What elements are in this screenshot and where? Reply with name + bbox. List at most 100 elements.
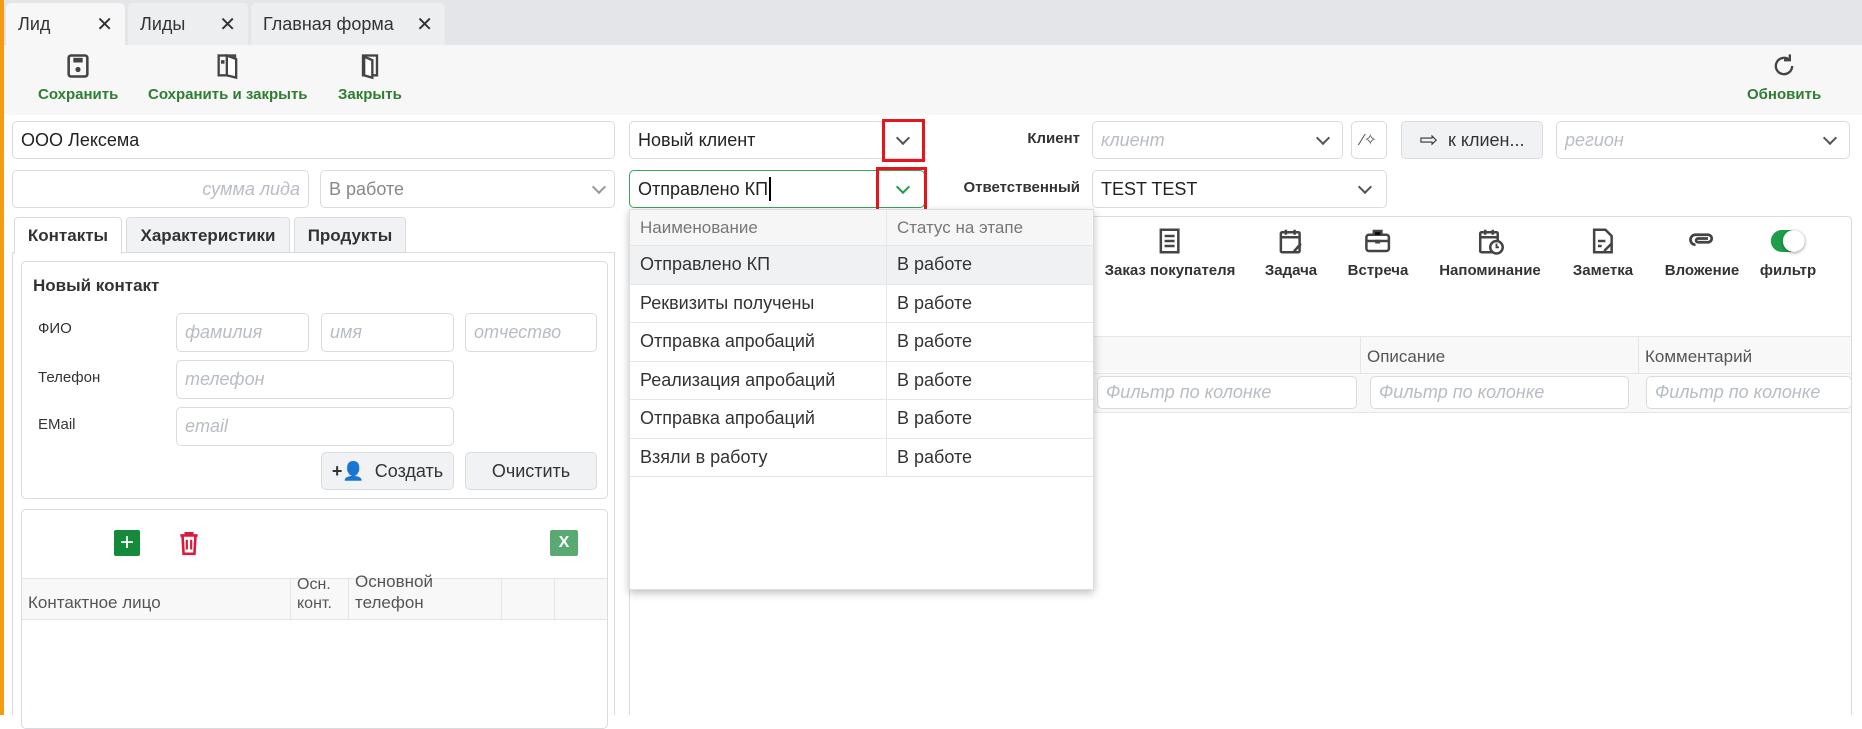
patronymic-input[interactable]: отчество xyxy=(465,313,597,352)
clear-button[interactable]: Очистить xyxy=(465,452,597,490)
meeting-icon xyxy=(1365,229,1391,253)
option-name: Реализация апробаций xyxy=(630,361,887,399)
action-attachment[interactable]: Вложение xyxy=(1664,226,1740,279)
status-select[interactable]: В работе xyxy=(320,170,615,208)
lead-name-value: ООО Лексема xyxy=(21,129,140,150)
column-main-phone[interactable]: Основной телефон xyxy=(349,572,502,619)
column-contact-person[interactable]: Контактное лицо xyxy=(22,579,291,619)
contacts-grid-header: Контактное лицо Осн. конт. Основной теле… xyxy=(22,572,607,620)
surname-input[interactable]: фамилия xyxy=(176,313,309,352)
save-close-icon xyxy=(217,53,238,80)
close-icon[interactable]: ✕ xyxy=(219,13,236,36)
save-icon xyxy=(67,54,89,78)
tab-contacts[interactable]: Контакты xyxy=(14,217,122,254)
dropdown-option[interactable]: Отправлено КП В работе xyxy=(630,246,1093,285)
patronymic-placeholder: отчество xyxy=(474,322,562,342)
phone-input[interactable]: телефон xyxy=(176,360,454,399)
filter-input-description[interactable]: Фильтр по колонке xyxy=(1370,376,1629,409)
client-type-value: Новый клиент xyxy=(638,129,756,150)
toggle-icon[interactable] xyxy=(1770,230,1805,252)
tab-main-form[interactable]: Главная форма ✕ xyxy=(251,3,445,45)
client-label: Клиент xyxy=(1027,130,1080,147)
refresh-label: Обновить xyxy=(1747,86,1822,103)
header-name: Наименование xyxy=(630,210,887,245)
tab-leads[interactable]: Лиды ✕ xyxy=(128,3,248,45)
filter-input-comment[interactable]: Фильтр по колонке xyxy=(1646,376,1852,409)
highlight-box xyxy=(882,119,925,162)
dropdown-option[interactable]: Реализация апробаций В работе xyxy=(630,361,1093,400)
tab-label: Главная форма xyxy=(263,13,394,34)
close-button[interactable]: Закрыть xyxy=(338,52,402,103)
responsible-select[interactable]: TEST TEST xyxy=(1092,170,1387,208)
column-empty[interactable] xyxy=(555,579,607,619)
dropdown-header: Наименование Статус на этапе xyxy=(630,210,1093,246)
responsible-value: TEST TEST xyxy=(1101,178,1198,199)
column-comment[interactable]: Комментарий xyxy=(1645,346,1753,366)
tab-characteristics[interactable]: Характеристики xyxy=(126,217,290,253)
action-toggle[interactable]: фильтр xyxy=(1760,226,1816,279)
magic-wand-icon: ⁄✧ xyxy=(1360,132,1378,149)
lead-sum-input[interactable]: сумма лида xyxy=(12,170,309,208)
action-note[interactable]: Заметка xyxy=(1573,226,1633,279)
lead-sum-placeholder: сумма лида xyxy=(202,178,300,199)
chevron-down-icon[interactable] xyxy=(591,179,607,195)
reminder-icon xyxy=(1478,229,1504,255)
column-description[interactable]: Описание xyxy=(1361,337,1639,373)
close-label: Закрыть xyxy=(338,86,402,103)
first-name-placeholder: имя xyxy=(330,322,362,342)
refresh-button[interactable]: Обновить xyxy=(1747,52,1821,103)
dropdown-option[interactable]: Отправка апробаций В работе xyxy=(630,323,1093,362)
window-edge xyxy=(0,0,4,715)
option-name: Отправлено КП xyxy=(630,246,887,284)
first-name-input[interactable]: имя xyxy=(321,313,454,352)
task-icon xyxy=(1279,229,1302,254)
action-order[interactable]: Заказ покупателя xyxy=(1105,226,1235,279)
chevron-down-icon[interactable] xyxy=(1357,179,1373,195)
email-label: EMail xyxy=(38,416,76,433)
lead-name-input[interactable]: ООО Лексема xyxy=(12,121,615,159)
action-label: Вложение xyxy=(1664,262,1740,279)
magic-wand-button[interactable]: ⁄✧ xyxy=(1351,121,1387,159)
highlight-box xyxy=(876,167,927,213)
column-header[interactable] xyxy=(630,337,1361,373)
option-name: Отправка апробаций xyxy=(630,400,887,438)
create-contact-button[interactable]: +👤 Создать xyxy=(321,452,454,490)
trash-icon[interactable] xyxy=(176,530,202,556)
option-name: Взяли в работу xyxy=(630,438,887,476)
order-icon xyxy=(1160,228,1180,254)
option-name: Реквизиты получены xyxy=(630,284,887,322)
tab-label: Лиды xyxy=(140,13,186,34)
action-reminder[interactable]: Напоминание xyxy=(1439,226,1541,279)
filter-input[interactable]: Фильтр по колонке xyxy=(1097,376,1357,409)
to-client-button[interactable]: ⇨ к клиен... xyxy=(1401,121,1543,159)
email-placeholder: email xyxy=(185,416,229,436)
client-select[interactable]: клиент xyxy=(1092,121,1343,159)
chevron-down-icon[interactable] xyxy=(1315,130,1331,146)
action-task[interactable]: Задача xyxy=(1265,226,1317,279)
close-icon[interactable]: ✕ xyxy=(416,13,433,36)
client-type-select[interactable]: Новый клиент xyxy=(629,121,925,159)
tab-label: Лид xyxy=(18,13,51,34)
excel-export-button[interactable]: X xyxy=(550,530,578,556)
save-close-button[interactable]: Сохранить и закрыть xyxy=(148,52,308,103)
dropdown-option[interactable]: Отправка апробаций В работе xyxy=(630,400,1093,439)
column-main-contact[interactable]: Осн. конт. xyxy=(291,576,349,619)
surname-placeholder: фамилия xyxy=(185,322,263,342)
tab-lead[interactable]: Лид ✕ xyxy=(6,3,125,45)
save-label: Сохранить xyxy=(38,86,119,103)
save-button[interactable]: Сохранить xyxy=(38,52,118,103)
chevron-down-icon[interactable] xyxy=(1822,130,1838,146)
phone-placeholder: телефон xyxy=(185,369,265,389)
close-icon[interactable]: ✕ xyxy=(96,13,113,36)
column-empty[interactable] xyxy=(502,579,555,619)
action-meeting[interactable]: Встреча xyxy=(1348,226,1408,279)
email-input[interactable]: email xyxy=(176,407,454,446)
tab-products[interactable]: Продукты xyxy=(294,217,406,253)
dropdown-option[interactable]: Реквизиты получены В работе xyxy=(630,284,1093,323)
add-icon[interactable]: + xyxy=(114,530,140,556)
dropdown-option[interactable]: Взяли в работу В работе xyxy=(630,438,1093,477)
region-select[interactable]: регион xyxy=(1556,121,1850,159)
region-placeholder: регион xyxy=(1565,129,1624,150)
stage-value: Отправлено КП xyxy=(638,178,769,199)
fio-label: ФИО xyxy=(38,320,72,337)
